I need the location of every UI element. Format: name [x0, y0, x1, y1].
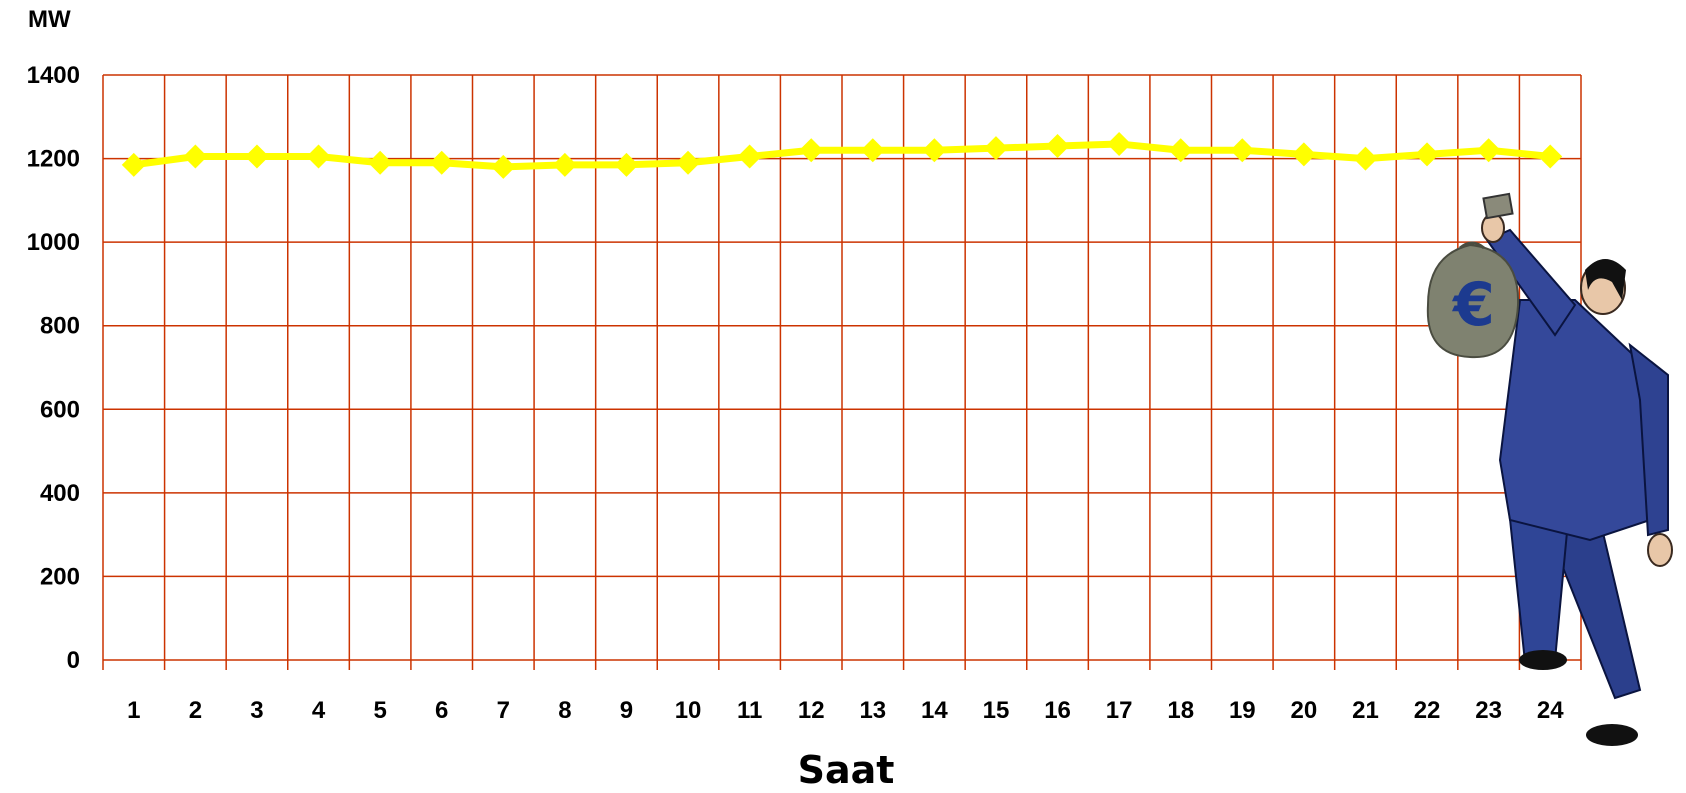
x-tick-label: 15 — [983, 697, 1010, 724]
data-point-marker — [1353, 146, 1378, 171]
x-tick-label: 13 — [859, 697, 886, 724]
data-point-marker — [614, 152, 639, 177]
data-point-marker — [1045, 134, 1070, 159]
x-tick-label: 8 — [558, 697, 571, 724]
x-tick-label: 2 — [189, 697, 202, 724]
data-point-marker — [1107, 131, 1132, 156]
data-point-marker — [983, 136, 1008, 161]
x-tick-label: 5 — [373, 697, 386, 724]
x-tick-label: 17 — [1106, 697, 1133, 724]
y-tick-label: 600 — [40, 396, 80, 423]
x-tick-label: 18 — [1167, 697, 1194, 724]
x-axis-label: Saat — [798, 748, 895, 792]
x-tick-label: 24 — [1537, 697, 1564, 724]
y-tick-label: 1400 — [27, 62, 80, 89]
data-point-marker — [860, 138, 885, 163]
data-point-marker — [1291, 142, 1316, 167]
x-tick-label: 10 — [675, 697, 702, 724]
x-tick-label: 6 — [435, 697, 448, 724]
data-point-marker — [676, 150, 701, 175]
y-tick-labels: 0 200 400 600 800 1000 1200 1400 — [27, 62, 80, 674]
series — [121, 131, 1563, 179]
data-point-marker — [183, 144, 208, 169]
data-point-marker — [1168, 138, 1193, 163]
x-tick-label: 14 — [921, 697, 948, 724]
data-point-marker — [922, 138, 947, 163]
x-tick-label: 23 — [1475, 697, 1502, 724]
x-tick-label: 22 — [1414, 697, 1441, 724]
x-tick-labels: 1 2 3 4 5 6 7 8 9 10 11 12 13 14 15 16 17 18 19 20 21 22 23 24 — [127, 697, 1564, 724]
data-point-marker — [737, 144, 762, 169]
y-tick-label: 400 — [40, 480, 80, 507]
x-tick-label: 9 — [620, 697, 633, 724]
data-point-marker — [491, 154, 516, 179]
x-tick-label: 7 — [497, 697, 510, 724]
x-tick-label: 20 — [1291, 697, 1318, 724]
y-tick-label: 1200 — [27, 146, 80, 173]
data-point-marker — [368, 150, 393, 175]
y-tick-label: 1000 — [27, 229, 80, 256]
data-point-marker — [799, 138, 824, 163]
businessman-with-money-bag-icon: € — [1426, 192, 1673, 746]
x-tick-label: 11 — [737, 697, 762, 724]
data-point-marker — [552, 152, 577, 177]
data-point-marker — [1230, 138, 1255, 163]
x-tick-label: 12 — [798, 697, 825, 724]
data-point-marker — [1538, 144, 1563, 169]
y-tick-label: 200 — [40, 563, 80, 590]
data-point-marker — [1415, 142, 1440, 167]
data-point-marker — [1476, 138, 1501, 163]
x-tick-label: 16 — [1044, 697, 1071, 724]
x-tick-label: 21 — [1352, 697, 1379, 724]
data-point-marker — [121, 152, 146, 177]
x-tick-label: 4 — [312, 697, 326, 724]
y-tick-label: 800 — [40, 313, 80, 340]
grid — [102, 74, 1582, 670]
y-tick-label: 0 — [67, 647, 80, 674]
y-axis-label: MW — [28, 6, 71, 33]
x-tick-label: 19 — [1229, 697, 1256, 724]
data-point-marker — [306, 144, 331, 169]
data-point-marker — [244, 144, 269, 169]
euro-symbol: € — [1451, 270, 1495, 340]
x-tick-label: 1 — [127, 697, 140, 724]
data-point-marker — [429, 150, 454, 175]
x-tick-label: 3 — [250, 697, 263, 724]
